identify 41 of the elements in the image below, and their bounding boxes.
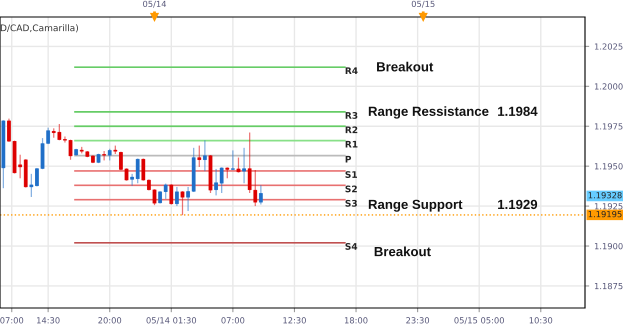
x-tick-label: 07:00 [221, 317, 244, 324]
y-tick-label: 1.2025 [594, 43, 622, 50]
series-label: S2 [345, 186, 357, 192]
text: 1.19328 [588, 192, 622, 198]
y-tick-label: 1.2000 [594, 83, 623, 90]
annotation: Range Ressistance [368, 106, 489, 119]
candlestick [169, 184, 174, 204]
x2-tick-label: 05/14 [143, 0, 166, 8]
x-tick-label: 23:30 [406, 317, 430, 324]
y-tick-label: 1.1975 [594, 123, 622, 130]
series-label: S4 [345, 242, 358, 250]
x-tick-label: 10:30 [530, 317, 552, 324]
x-tick-label: 14:30 [37, 317, 60, 324]
annotation: 1.1929 [498, 200, 538, 210]
x2-tick-label: 05/15 [412, 0, 434, 8]
annotation: Range Support [368, 200, 462, 212]
x-tick-label: 07:00 [0, 317, 24, 324]
candlestick [113, 146, 118, 154]
x-tick-label: 20:00 [98, 317, 122, 324]
y-tick-label: 1.1925 [594, 203, 622, 210]
ref-line-label: 1.19195 [588, 211, 622, 218]
y-tick-label: 1.1875 [594, 282, 622, 290]
annotation: Breakout [377, 62, 434, 72]
x-tick-label: 05/14 01:30 [146, 317, 196, 324]
series-label: P [346, 156, 352, 162]
series-label: R2 [346, 126, 358, 134]
annotation: Breakout [374, 246, 431, 256]
y-tick-label: 1.1900 [594, 243, 623, 250]
text: D/CAD,Camarilla) [0, 24, 78, 32]
annotation: 1.1984 [498, 106, 538, 116]
series-label: S3 [345, 200, 357, 207]
series-label: R1 [346, 140, 358, 148]
candlestick [80, 146, 84, 154]
x-tick-label: 12:30 [283, 317, 306, 324]
series-label: S1 [345, 171, 358, 178]
x-tick-label: 05/15 05:00 [454, 317, 504, 324]
series-label: R3 [346, 112, 358, 119]
series-label: R4 [346, 67, 358, 74]
candlestick [52, 128, 56, 138]
x-tick-label: 18:00 [344, 317, 368, 324]
y-tick-label: 1.1950 [594, 163, 623, 170]
